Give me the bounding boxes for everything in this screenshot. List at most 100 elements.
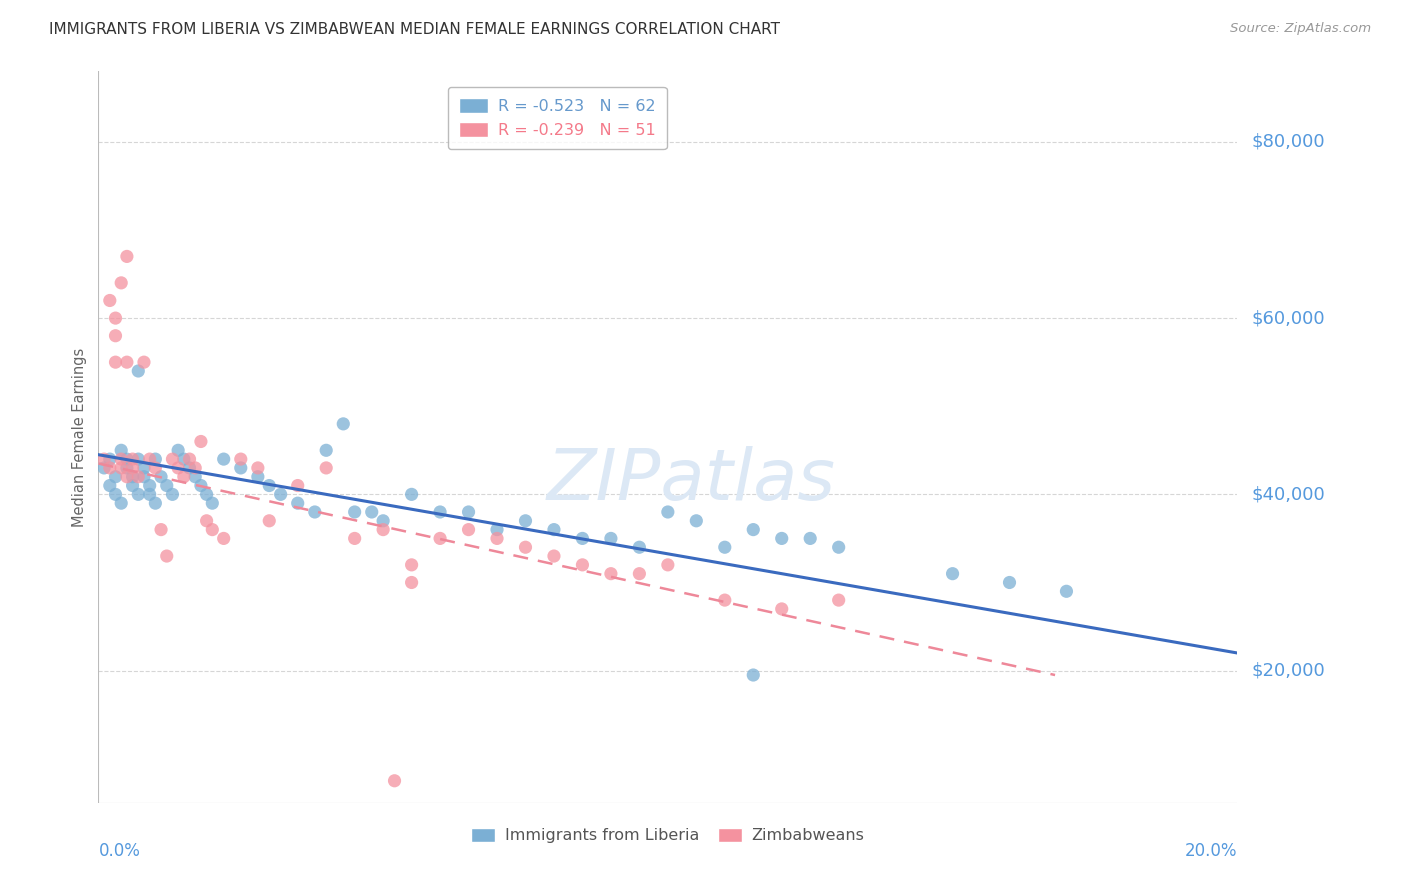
Immigrants from Liberia (127, 487, 149, 501)
Immigrants from Liberia (127, 452, 149, 467)
Zimbabweans (156, 549, 179, 563)
Immigrants from Liberia (259, 478, 281, 492)
Immigrants from Liberia (150, 469, 173, 483)
Text: ZIPatlas: ZIPatlas (546, 447, 835, 516)
Immigrants from Liberia (104, 469, 127, 483)
Zimbabweans (373, 523, 395, 537)
Immigrants from Liberia (212, 452, 235, 467)
Zimbabweans (184, 461, 207, 475)
Zimbabweans (770, 602, 793, 616)
Zimbabweans (162, 452, 184, 467)
Immigrants from Liberia (93, 461, 115, 475)
Immigrants from Liberia (270, 487, 292, 501)
Text: 20.0%: 20.0% (1185, 842, 1237, 860)
Zimbabweans (115, 469, 138, 483)
Zimbabweans (93, 452, 115, 467)
Zimbabweans (115, 249, 138, 263)
Zimbabweans (121, 452, 143, 467)
Immigrants from Liberia (138, 478, 160, 492)
Immigrants from Liberia (195, 487, 218, 501)
Zimbabweans (179, 452, 201, 467)
Text: $80,000: $80,000 (1251, 133, 1324, 151)
Legend: Immigrants from Liberia, Zimbabweans: Immigrants from Liberia, Zimbabweans (465, 822, 870, 850)
Zimbabweans (98, 461, 121, 475)
Immigrants from Liberia (201, 496, 224, 510)
Immigrants from Liberia (315, 443, 337, 458)
Zimbabweans (138, 452, 160, 467)
Immigrants from Liberia (373, 514, 395, 528)
Immigrants from Liberia (799, 532, 821, 546)
Zimbabweans (401, 575, 423, 590)
Immigrants from Liberia (127, 364, 149, 378)
Zimbabweans (132, 355, 155, 369)
Immigrants from Liberia (179, 461, 201, 475)
Immigrants from Liberia (156, 478, 179, 492)
Zimbabweans (110, 452, 132, 467)
Immigrants from Liberia (685, 514, 707, 528)
Immigrants from Liberia (184, 469, 207, 483)
Zimbabweans (600, 566, 623, 581)
Zimbabweans (110, 276, 132, 290)
Zimbabweans (384, 773, 406, 788)
Zimbabweans (571, 558, 593, 572)
Immigrants from Liberia (828, 540, 851, 554)
Immigrants from Liberia (600, 532, 623, 546)
Immigrants from Liberia (343, 505, 366, 519)
Immigrants from Liberia (332, 417, 354, 431)
Zimbabweans (343, 532, 366, 546)
Immigrants from Liberia (162, 487, 184, 501)
Immigrants from Liberia (304, 505, 326, 519)
Zimbabweans (246, 461, 269, 475)
Immigrants from Liberia (429, 505, 451, 519)
Immigrants from Liberia (998, 575, 1021, 590)
Immigrants from Liberia (145, 452, 167, 467)
Immigrants from Liberia (132, 461, 155, 475)
Zimbabweans (173, 469, 195, 483)
Zimbabweans (104, 311, 127, 326)
Immigrants from Liberia (657, 505, 679, 519)
Immigrants from Liberia (173, 452, 195, 467)
Zimbabweans (628, 566, 651, 581)
Zimbabweans (714, 593, 737, 607)
Zimbabweans (115, 355, 138, 369)
Zimbabweans (98, 293, 121, 308)
Immigrants from Liberia (115, 461, 138, 475)
Zimbabweans (315, 461, 337, 475)
Immigrants from Liberia (714, 540, 737, 554)
Immigrants from Liberia (110, 496, 132, 510)
Zimbabweans (212, 532, 235, 546)
Immigrants from Liberia (138, 487, 160, 501)
Zimbabweans (104, 328, 127, 343)
Immigrants from Liberia (145, 496, 167, 510)
Zimbabweans (828, 593, 851, 607)
Immigrants from Liberia (110, 443, 132, 458)
Zimbabweans (657, 558, 679, 572)
Text: Source: ZipAtlas.com: Source: ZipAtlas.com (1230, 22, 1371, 36)
Immigrants from Liberia (742, 668, 765, 682)
Zimbabweans (104, 355, 127, 369)
Immigrants from Liberia (770, 532, 793, 546)
Text: IMMIGRANTS FROM LIBERIA VS ZIMBABWEAN MEDIAN FEMALE EARNINGS CORRELATION CHART: IMMIGRANTS FROM LIBERIA VS ZIMBABWEAN ME… (49, 22, 780, 37)
Immigrants from Liberia (401, 487, 423, 501)
Immigrants from Liberia (457, 505, 479, 519)
Immigrants from Liberia (246, 469, 269, 483)
Immigrants from Liberia (104, 487, 127, 501)
Immigrants from Liberia (287, 496, 309, 510)
Zimbabweans (229, 452, 252, 467)
Immigrants from Liberia (1056, 584, 1078, 599)
Immigrants from Liberia (571, 532, 593, 546)
Zimbabweans (167, 461, 190, 475)
Y-axis label: Median Female Earnings: Median Female Earnings (72, 348, 87, 526)
Text: 0.0%: 0.0% (98, 842, 141, 860)
Immigrants from Liberia (98, 478, 121, 492)
Zimbabweans (145, 461, 167, 475)
Zimbabweans (429, 532, 451, 546)
Zimbabweans (201, 523, 224, 537)
Immigrants from Liberia (742, 523, 765, 537)
Zimbabweans (515, 540, 537, 554)
Immigrants from Liberia (121, 478, 143, 492)
Immigrants from Liberia (486, 523, 509, 537)
Immigrants from Liberia (167, 443, 190, 458)
Immigrants from Liberia (942, 566, 965, 581)
Immigrants from Liberia (132, 469, 155, 483)
